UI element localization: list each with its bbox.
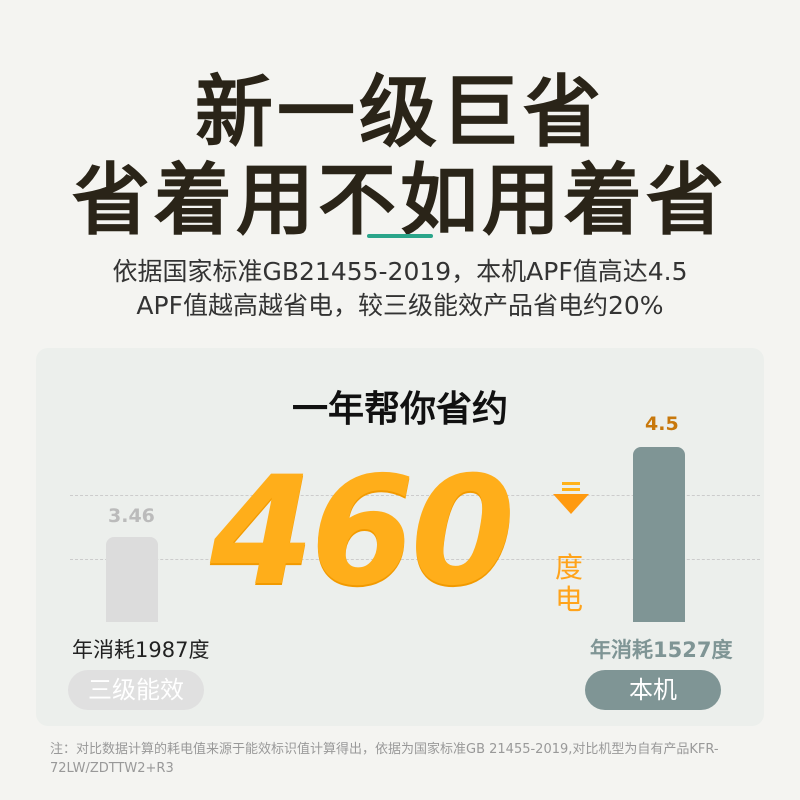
savings-value: 460 <box>210 445 515 619</box>
right-bar <box>633 447 685 622</box>
footnote: 注：对比数据计算的耗电值来源于能效标识值计算得出，依据为国家标准GB 21455… <box>50 742 719 776</box>
subtitle-line2: APF值越高越省电，较三级能效产品省电约20% <box>136 291 664 320</box>
left-apf-value: 3.46 <box>108 505 155 527</box>
right-consumption: 年消耗1527度 <box>590 638 733 662</box>
divider <box>367 234 433 238</box>
right-apf-value: 4.5 <box>645 413 679 435</box>
left-label: 三级能效 <box>68 670 204 710</box>
down-arrow-icon <box>553 482 589 514</box>
left-consumption: 年消耗1987度 <box>72 638 210 662</box>
gridline <box>70 559 760 560</box>
right-label: 本机 <box>585 670 721 710</box>
headline-line2: 省着用不如用着省 <box>71 156 728 246</box>
card-title: 一年帮你省约 <box>291 389 508 430</box>
savings-unit: 度电 <box>555 551 584 616</box>
headline-line1: 新一级巨省 <box>194 68 605 158</box>
subtitle-line1: 依据国家标准GB21455-2019，本机APF值高达4.5 <box>112 257 688 286</box>
left-bar <box>106 537 158 622</box>
gridline <box>70 495 760 496</box>
